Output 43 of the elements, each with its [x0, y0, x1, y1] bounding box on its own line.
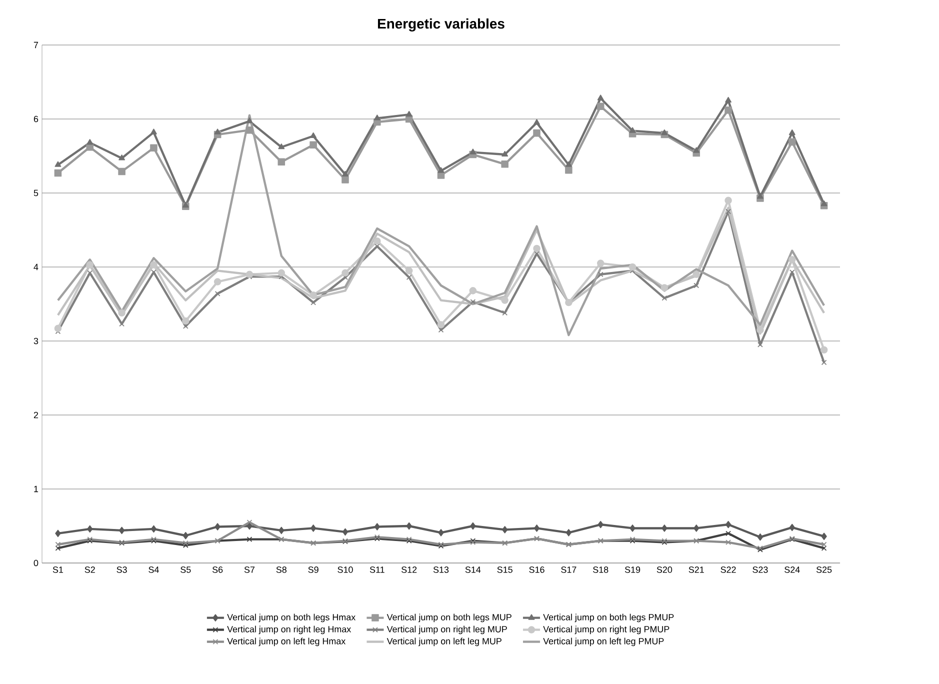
x-tick-label: S22: [720, 566, 736, 573]
legend-label: Vertical jump on left leg Hmax: [227, 638, 346, 646]
x-tick-label: S6: [212, 566, 223, 573]
legend-label: Vertical jump on both legs PMUP: [543, 614, 674, 622]
x-tick-label: S21: [688, 566, 704, 573]
x-tick-label: S18: [593, 566, 608, 573]
legend-label: Vertical jump on right leg Hmax: [227, 626, 352, 634]
x-tick-label: S17: [561, 566, 576, 573]
x-tick-label: S12: [402, 566, 417, 573]
legend-label: Vertical jump on left leg MUP: [386, 638, 502, 646]
y-tick-label: 1: [34, 486, 38, 492]
x-tick-label: S7: [244, 566, 255, 573]
x-tick-label: S9: [308, 566, 318, 573]
chart-title: Energetic variables: [378, 18, 504, 32]
legend-label: Vertical jump on both legs Hmax: [227, 614, 356, 622]
y-tick-label: 2: [34, 412, 38, 418]
y-tick-label: 4: [34, 264, 38, 270]
x-tick-label: S25: [816, 566, 832, 573]
y-tick-label: 0: [34, 560, 38, 566]
legend-label: Vertical jump on right leg MUP: [386, 626, 507, 634]
x-tick-label: S5: [180, 566, 191, 573]
x-tick-label: S16: [529, 566, 544, 573]
x-tick-label: S1: [52, 566, 64, 573]
x-tick-label: S19: [624, 566, 640, 573]
y-tick-label: 5: [34, 190, 38, 196]
x-tick-label: S13: [433, 566, 449, 573]
x-tick-label: S2: [84, 566, 95, 573]
x-tick-label: S20: [656, 566, 672, 573]
legend-label: Vertical jump on left leg PMUP: [543, 638, 664, 646]
x-tick-label: S10: [338, 566, 353, 573]
x-tick-label: S23: [752, 566, 768, 573]
x-tick-label: S14: [465, 566, 481, 573]
y-tick-label: 3: [34, 338, 38, 344]
x-tick-label: S4: [148, 566, 159, 573]
x-tick-label: S24: [784, 566, 800, 573]
x-tick-label: S15: [497, 566, 512, 573]
y-tick-label: 7: [34, 42, 38, 48]
x-tick-label: S11: [370, 566, 384, 573]
legend-label: Vertical jump on right leg PMUP: [543, 626, 670, 634]
y-tick-label: 6: [34, 116, 38, 122]
x-tick-label: S3: [116, 566, 127, 573]
x-tick-label: S8: [276, 566, 286, 573]
legend-label: Vertical jump on both legs MUP: [386, 614, 512, 622]
